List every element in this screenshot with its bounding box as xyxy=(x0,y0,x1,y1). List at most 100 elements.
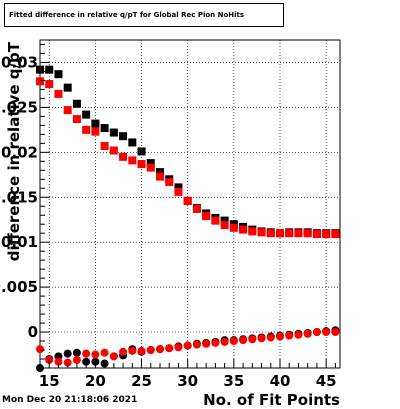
data-point xyxy=(156,172,164,181)
data-point xyxy=(248,227,257,236)
data-point xyxy=(174,343,183,352)
series-3 xyxy=(36,328,340,367)
y-axis-label: difference in relative q/pT xyxy=(5,41,23,261)
x-tick-label: 30 xyxy=(177,372,198,390)
y-tick-label: 0.015 xyxy=(0,188,38,206)
data-point xyxy=(119,152,128,161)
data-point xyxy=(220,216,229,225)
data-point xyxy=(82,125,91,134)
x-tick-label: 40 xyxy=(270,372,291,390)
data-point xyxy=(285,229,294,238)
data-point xyxy=(239,225,248,234)
data-point xyxy=(45,80,54,89)
data-point xyxy=(119,347,128,356)
x-axis-label: No. of Fit Points xyxy=(203,391,340,409)
data-point xyxy=(229,337,238,346)
data-point xyxy=(109,352,118,361)
data-point xyxy=(220,337,229,346)
data-point xyxy=(303,329,312,338)
data-point xyxy=(109,128,118,137)
y-tick-label: 0.03 xyxy=(1,53,38,71)
data-point xyxy=(137,346,146,355)
data-point xyxy=(211,338,220,347)
data-point xyxy=(202,212,211,221)
data-point xyxy=(257,228,266,237)
data-point xyxy=(91,119,100,128)
data-point xyxy=(137,160,146,169)
data-point xyxy=(174,187,183,196)
data-point xyxy=(109,146,118,155)
data-point xyxy=(239,336,248,345)
data-point xyxy=(100,124,109,133)
chart-title: Fitted difference in relative q/pT for G… xyxy=(4,3,284,27)
data-point xyxy=(63,358,72,367)
data-point xyxy=(91,127,100,136)
data-point xyxy=(312,328,321,337)
data-point xyxy=(156,168,164,177)
data-point xyxy=(229,223,238,232)
x-tick-label: 25 xyxy=(131,372,152,390)
data-point xyxy=(165,177,174,186)
data-point xyxy=(156,345,164,354)
data-point xyxy=(294,330,303,339)
data-point xyxy=(322,328,331,337)
data-point xyxy=(82,110,91,119)
data-point xyxy=(72,355,81,364)
x-tick-label: 35 xyxy=(223,372,244,390)
data-point xyxy=(36,65,44,74)
data-point xyxy=(72,348,81,357)
data-point xyxy=(72,99,81,108)
series-1 xyxy=(36,77,340,239)
data-point xyxy=(211,216,220,225)
data-point xyxy=(165,344,174,353)
data-point xyxy=(266,229,275,238)
data-point xyxy=(220,221,229,230)
data-point xyxy=(146,159,155,168)
y-tick-label: 0 xyxy=(28,323,38,341)
data-point xyxy=(128,138,137,147)
data-point xyxy=(257,334,266,343)
data-point xyxy=(54,357,63,366)
plot-border xyxy=(39,39,341,369)
data-point xyxy=(202,339,211,348)
data-point xyxy=(146,346,155,355)
data-point xyxy=(54,70,63,79)
data-point xyxy=(137,147,146,156)
data-point xyxy=(285,331,294,340)
data-point xyxy=(276,229,284,238)
data-point xyxy=(36,77,44,86)
data-point xyxy=(63,106,72,115)
x-tick-label: 20 xyxy=(85,372,106,390)
data-point xyxy=(303,229,312,238)
data-point xyxy=(91,350,100,359)
data-point xyxy=(63,83,72,92)
axis-ticks: 15 20 25 30 35 40 45 0 0.005 0.01 0.015 0.02 0.025 0.… xyxy=(0,43,337,390)
data-point xyxy=(36,345,44,354)
data-point xyxy=(312,230,321,239)
datestamp: Mon Dec 20 21:18:06 2021 xyxy=(2,395,138,405)
data-point xyxy=(119,132,128,141)
data-point xyxy=(294,229,303,238)
data-point xyxy=(248,335,257,344)
data-point xyxy=(192,204,201,213)
y-tick-label: 0.02 xyxy=(1,143,38,161)
data-point xyxy=(54,89,63,98)
x-tick-label: 45 xyxy=(316,372,337,390)
x-tick-label: 15 xyxy=(39,372,60,390)
data-point xyxy=(266,333,275,342)
data-point xyxy=(100,348,109,357)
data-point xyxy=(82,357,91,366)
data-point xyxy=(146,163,155,172)
y-tick-label: 0.025 xyxy=(0,98,38,116)
data-point xyxy=(276,332,284,341)
data-point xyxy=(183,196,192,205)
y-tick-label: 0.01 xyxy=(1,233,38,251)
data-point xyxy=(192,340,201,349)
plot-frame xyxy=(39,39,341,369)
data-point xyxy=(72,115,81,124)
data-point xyxy=(183,341,192,350)
data-point xyxy=(174,183,183,192)
data-point xyxy=(128,156,137,165)
data-points xyxy=(36,65,340,372)
